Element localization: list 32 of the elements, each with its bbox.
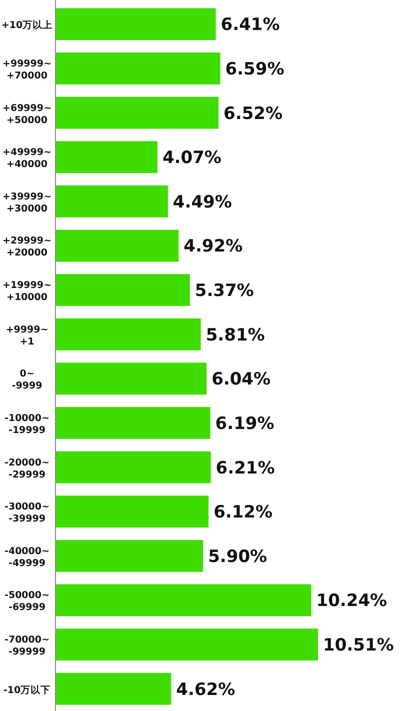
data-label: 10.24%: [316, 591, 388, 612]
y-tick-label: 0~-9999: [12, 368, 42, 392]
y-tick-label: -10万以下: [3, 684, 51, 696]
data-label: 6.21%: [216, 458, 275, 478]
data-label: 5.81%: [206, 325, 265, 346]
data-label: 10.51%: [323, 636, 394, 656]
data-label: 6.52%: [224, 104, 283, 124]
y-tick-label: -40000~-49999: [4, 546, 50, 569]
data-label: 4.62%: [176, 680, 236, 700]
y-tick-label: +39999~+30000: [2, 191, 52, 214]
y-tick-label: +9999~+1: [6, 324, 48, 348]
data-label: 6.04%: [212, 370, 271, 390]
data-label: 5.90%: [208, 546, 268, 567]
y-tick-label: +49999~+40000: [2, 147, 52, 170]
data-label: 6.41%: [220, 15, 280, 36]
data-label: 4.07%: [162, 148, 222, 168]
y-tick-label: -10000~-19999: [4, 412, 50, 436]
y-tick-label: -30000~-39999: [4, 502, 50, 525]
y-tick-label: -20000~-29999: [4, 457, 50, 480]
data-label: 4.49%: [172, 192, 232, 212]
y-tick-label: +10万以上: [1, 19, 53, 32]
data-label: 4.92%: [184, 236, 243, 257]
y-tick-label: +99999~+70000: [2, 58, 52, 82]
y-tick-label: +29999~+20000: [2, 236, 52, 259]
y-tick-label: -50000~-69999: [4, 590, 50, 614]
y-tick-label: -70000~-99999: [4, 634, 50, 658]
data-label: 5.37%: [194, 281, 254, 302]
data-label: 6.12%: [214, 502, 273, 523]
data-label: 6.59%: [225, 59, 284, 80]
data-label: 6.19%: [215, 414, 274, 434]
y-tick-label: +69999~+50000: [2, 102, 52, 126]
y-tick-label: +19999~+10000: [2, 280, 52, 304]
